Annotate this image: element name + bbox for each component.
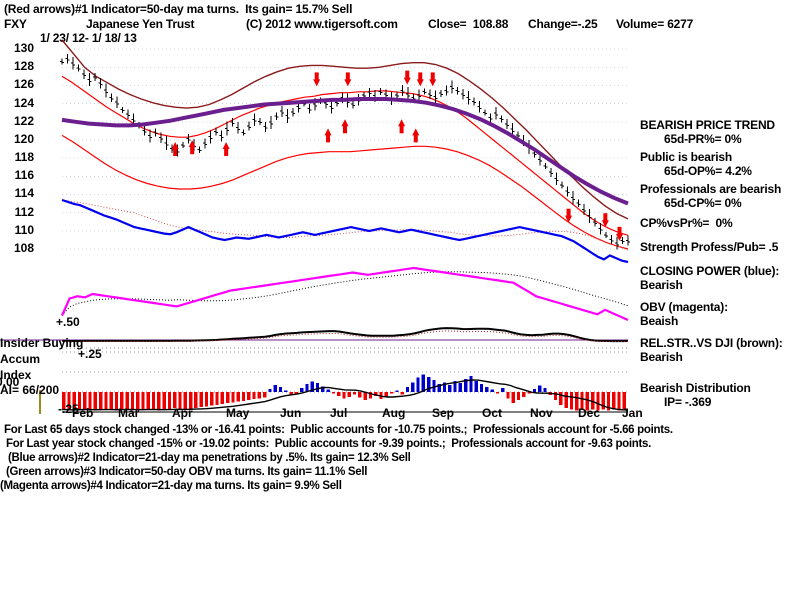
signal-arrow-down-0 <box>313 72 321 87</box>
date-range: 1/ 23/ 12- 1/ 18/ 13 <box>40 31 137 45</box>
relative-strength-line <box>61 39 629 220</box>
accum-axis-plus50: +.50 <box>56 315 80 329</box>
price-tick-122: 122 <box>13 113 34 128</box>
price-tick-108: 108 <box>13 240 34 255</box>
signal-arrow-up-11 <box>412 128 420 143</box>
strength-prof-pub: Strength Profess/Pub= .5 <box>640 240 779 254</box>
signal-arrow-down-12 <box>565 208 573 223</box>
price-trend-title: BEARISH PRICE TREND <box>640 118 775 132</box>
distribution-value: IP= -.369 <box>664 395 712 409</box>
public-title: Public is bearish <box>640 150 732 164</box>
price-trend-value: 65d-PR%= 0% <box>664 132 742 146</box>
signal-arrow-down-4 <box>429 72 437 87</box>
relstr-title: REL.STR..VS DJI (brown): <box>640 336 783 350</box>
price-tick-118: 118 <box>14 150 34 165</box>
note-indicator-4: (Magenta arrows)#4 Indicator=21-day ma t… <box>0 480 342 492</box>
accumulation-histogram <box>62 374 626 411</box>
month-label-sep: Sep <box>432 406 455 420</box>
month-label-jul: Jul <box>330 406 348 420</box>
public-value: 65d-OP%= 4.2% <box>664 164 752 178</box>
accum-axis-zero: 0.00 <box>0 375 20 389</box>
ticker-symbol: FXY <box>4 17 27 31</box>
month-label-oct: Oct <box>482 406 503 420</box>
note-indicator-2: (Blue arrows)#2 Indicator=21-day ma pene… <box>8 452 411 464</box>
copyright-notice: (C) 2012 www.tigersoft.com <box>246 17 398 31</box>
month-label-may: May <box>226 406 250 420</box>
ai-value-label: AI= 66/200 <box>0 383 60 397</box>
month-label-apr: Apr <box>172 406 193 420</box>
month-label-mar: Mar <box>118 406 140 420</box>
price-tick-126: 126 <box>13 77 34 92</box>
signal-arrow-down-13 <box>601 213 609 228</box>
close-price: Close= 108.88 <box>428 17 509 31</box>
month-label-nov: Nov <box>530 406 553 420</box>
signal-arrow-up-9 <box>324 128 332 143</box>
distribution-title: Bearish Distribution <box>640 381 751 395</box>
lower-band-line <box>61 134 629 250</box>
signal-arrow-up-7 <box>222 142 230 156</box>
price-tick-110: 110 <box>14 222 34 237</box>
insider-buying-label: Insider Buying <box>0 336 84 350</box>
professionals-value: 65d-CP%= 0% <box>664 196 742 210</box>
obv-ma-dotted <box>61 271 629 316</box>
accumulation-ma-line <box>62 379 629 411</box>
relstr-value: Bearish <box>640 350 683 364</box>
note-last-year: For Last year stock changed -15% or -19.… <box>6 438 652 450</box>
cp-vs-pr: CP%vsPr%= 0% <box>640 216 733 230</box>
signal-arrow-up-6 <box>188 140 196 155</box>
signal-arrow-down-2 <box>403 70 411 85</box>
closing-power-value: Bearish <box>640 278 683 292</box>
accum-label: Accum <box>0 352 41 366</box>
volume: Volume= 6277 <box>616 17 694 31</box>
accum-axis-minus25: -.25 <box>58 402 79 416</box>
indicator-1-headline: (Red arrows)#1 Indicator=50-day ma turns… <box>4 2 353 16</box>
security-name: Japanese Yen Trust <box>86 17 195 31</box>
signal-arrow-down-3 <box>416 72 424 87</box>
index-label: Index <box>0 368 32 382</box>
price-tick-124: 124 <box>13 95 34 110</box>
month-label-feb: Feb <box>72 406 94 420</box>
signal-arrow-up-5 <box>171 142 179 156</box>
month-label-jan: Jan <box>622 406 643 420</box>
closing-power-title: CLOSING POWER (blue): <box>640 264 780 278</box>
closing-power-line <box>61 198 629 264</box>
signal-arrow-up-10 <box>398 119 406 134</box>
price-tick-114: 114 <box>14 186 34 201</box>
signal-arrow-up-8 <box>341 119 349 134</box>
price-tick-120: 120 <box>13 131 34 146</box>
month-label-jun: Jun <box>280 406 302 420</box>
professionals-title: Professionals are bearish <box>640 182 782 196</box>
ip-black-line <box>62 327 629 343</box>
obv-value: Beaish <box>640 314 679 328</box>
price-change: Change=-.25 <box>528 17 598 31</box>
price-tick-128: 128 <box>13 59 34 74</box>
note-indicator-3: (Green arrows)#3 Indicator=50-day OBV ma… <box>6 466 368 478</box>
price-tick-116: 116 <box>14 168 34 183</box>
price-tick-112: 112 <box>14 204 34 219</box>
price-tick-130: 130 <box>13 41 34 56</box>
accum-axis-plus25: +.25 <box>78 347 102 361</box>
ma50-line <box>61 97 629 206</box>
month-label-dec: Dec <box>578 406 601 420</box>
note-65-days: For Last 65 days stock changed -13% or -… <box>4 424 673 436</box>
obv-line <box>60 266 629 322</box>
closing-power-ma-dotted <box>61 199 629 251</box>
signal-arrow-down-1 <box>344 72 352 87</box>
signal-arrow-down-14 <box>616 226 624 241</box>
obv-title: OBV (magenta): <box>640 300 728 314</box>
month-label-aug: Aug <box>382 406 406 420</box>
